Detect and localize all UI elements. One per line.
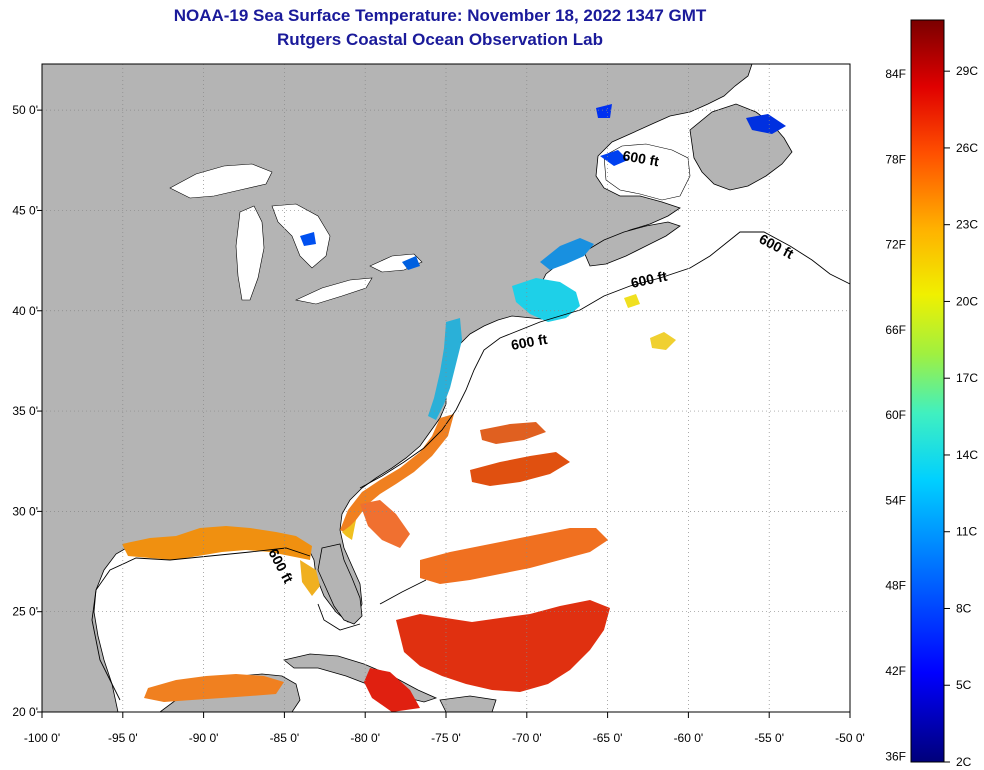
nova-scotia-land — [583, 221, 681, 267]
lake-superior — [169, 163, 273, 199]
latitude-axis: 20 0' 25 0' 30 0' 35 0' 40 0' 45 0' 50 0' — [12, 103, 42, 719]
lat-tick-label: 50 0' — [12, 103, 38, 117]
colorbar-f-label: 66F — [885, 323, 906, 337]
lon-tick-label: -85 0' — [270, 731, 300, 745]
colorbar-c-label: 11C — [956, 525, 977, 539]
longitude-axis: -100 0' -95 0' -90 0' -85 0' -80 0' -75 0' -70… — [24, 712, 865, 745]
lat-tick-label: 30 0' — [12, 504, 38, 518]
colorbar-f-label: 78F — [885, 152, 906, 166]
florida-peninsula — [317, 543, 363, 625]
hispaniola-island — [439, 695, 497, 712]
colorbar-f-label: 54F — [885, 493, 906, 507]
lat-tick-label: 40 0' — [12, 304, 38, 318]
colorbar-c-label: 29C — [956, 64, 978, 78]
lon-tick-label: -65 0' — [593, 731, 623, 745]
colorbar-f-label: 60F — [885, 408, 906, 422]
lon-tick-label: -70 0' — [512, 731, 542, 745]
lon-tick-label: -75 0' — [431, 731, 461, 745]
colorbar-f-label: 48F — [885, 579, 906, 593]
contour-label-mid-atlantic: 600 ft — [510, 331, 549, 353]
lon-tick-label: -90 0' — [189, 731, 219, 745]
colorbar-c-label: 17C — [956, 371, 978, 385]
colorbar-f-label: 36F — [885, 749, 906, 763]
contour-label-scotian-shelf: 600 ft — [629, 268, 668, 291]
map-title: NOAA-19 Sea Surface Temperature: Novembe… — [173, 6, 707, 25]
lon-tick-label: -95 0' — [108, 731, 138, 745]
lat-tick-label: 45 0' — [12, 203, 38, 217]
colorbar-c-label: 23C — [956, 218, 978, 232]
lake-erie — [295, 277, 373, 305]
colorbar-c-label: 26C — [956, 141, 978, 155]
depth-contour-600ft — [91, 231, 850, 701]
colorbar-c-label: 14C — [956, 448, 978, 462]
lat-tick-label: 35 0' — [12, 404, 38, 418]
sst-data-layer — [122, 104, 786, 712]
lat-lon-grid — [42, 64, 850, 712]
colorbar-c-label: 20C — [956, 294, 978, 308]
colorbar-c-label: 5C — [956, 678, 972, 692]
colorbar-c-label: 8C — [956, 601, 972, 615]
map-subtitle: Rutgers Coastal Ocean Observation Lab — [277, 30, 603, 49]
lat-tick-label: 20 0' — [12, 705, 38, 719]
lon-tick-label: -100 0' — [24, 731, 60, 745]
lake-michigan — [235, 205, 265, 301]
colorbar-celsius-labels: 29C 26C 23C 20C 17C 14C 11C 8C 5C 2C — [944, 64, 978, 769]
lon-tick-label: -50 0' — [835, 731, 865, 745]
colorbar-fahrenheit-labels: 84F 78F 72F 66F 60F 54F 48F 42F 36F — [885, 67, 906, 763]
colorbar-f-label: 84F — [885, 67, 906, 81]
contour-label-gulf-st-lawrence: 600 ft — [621, 147, 660, 169]
colorbar-c-label: 2C — [956, 755, 972, 769]
lon-tick-label: -60 0' — [674, 731, 704, 745]
temperature-colorbar — [910, 19, 945, 763]
colorbar-f-label: 72F — [885, 238, 906, 252]
lat-tick-label: 25 0' — [12, 605, 38, 619]
colorbar-f-label: 42F — [885, 664, 906, 678]
lon-tick-label: -80 0' — [350, 731, 380, 745]
lon-tick-label: -55 0' — [754, 731, 784, 745]
